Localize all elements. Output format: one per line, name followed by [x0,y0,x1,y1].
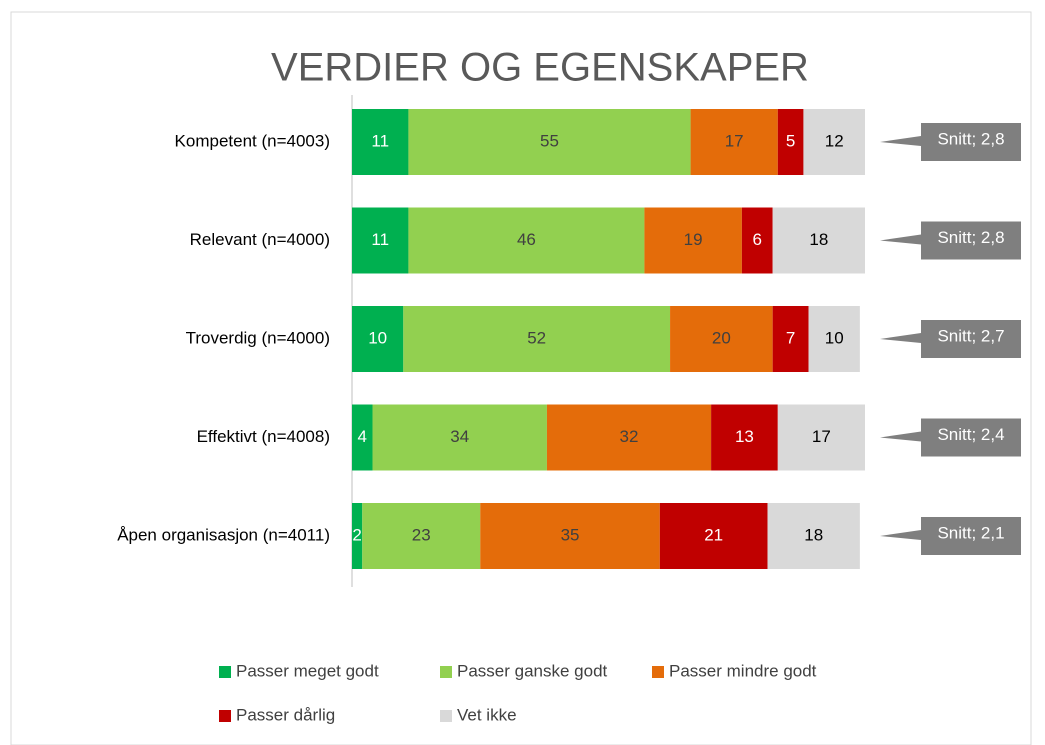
bar-segment [808,306,860,372]
bar-segment [777,404,865,471]
data-label: 55 [540,131,559,150]
bar-segment [690,109,778,175]
data-label: 34 [450,427,469,446]
bar-segment [767,503,860,569]
data-label: 18 [809,230,828,249]
data-label: 7 [786,328,795,347]
callout-box [880,418,1021,457]
bar-segment [741,207,773,274]
data-label: 19 [684,230,703,249]
bar-segment [408,207,645,274]
bar-segment [777,109,804,175]
bar-segment [772,306,809,372]
legend-label: Passer dårlig [236,705,335,724]
data-label: 21 [704,525,723,544]
callout-text: Snitt; 2,8 [937,129,1004,148]
bar-segment [362,503,481,569]
data-label: 6 [753,230,762,249]
category-label: Kompetent (n=4003) [175,131,330,150]
callout-box [880,320,1021,358]
bar-segment [352,207,409,274]
legend-swatch [440,666,452,678]
callout-box [880,517,1021,555]
legend-label: Passer meget godt [236,661,379,680]
bar-segment [546,404,712,471]
data-label: 17 [812,427,831,446]
legend-swatch [219,710,231,722]
bar-segment [352,404,373,471]
data-label: 12 [825,131,844,150]
data-label: 2 [352,525,361,544]
category-label: Troverdig (n=4000) [186,328,330,347]
data-label: 13 [735,427,754,446]
data-label: 23 [412,525,431,544]
category-label: Relevant (n=4000) [190,230,330,249]
legend-swatch [652,666,664,678]
bar-segment [670,306,773,372]
callout-text: Snitt; 2,8 [937,228,1004,247]
legend-label: Vet ikke [457,705,517,724]
data-label: 10 [825,328,844,347]
bar-segment [480,503,660,569]
chart-frame [10,11,1032,745]
bar-segment [403,306,671,372]
bar-segment [352,503,363,569]
callout-text: Snitt; 2,4 [937,425,1004,444]
data-label: 46 [517,230,536,249]
callout-box [880,123,1021,161]
bar-segment [408,109,691,175]
legend-swatch [440,710,452,722]
bar-segment [352,109,409,175]
legend-label: Passer ganske godt [457,661,608,680]
data-label: 11 [371,131,389,150]
data-label: 52 [527,328,546,347]
data-label: 32 [620,427,639,446]
data-label: 18 [804,525,823,544]
data-label: 5 [786,131,795,150]
data-label: 10 [368,328,387,347]
bar-segment [803,109,865,175]
bar-segment [644,207,742,274]
data-label: 35 [561,525,580,544]
callout-box [880,221,1021,260]
data-label: 4 [358,427,367,446]
bar-segment [372,404,547,471]
legend-swatch [219,666,231,678]
callout-text: Snitt; 2,7 [937,326,1004,345]
bar-segment [659,503,768,569]
callout-text: Snitt; 2,1 [937,523,1004,542]
bar-segment [352,306,404,372]
data-label: 11 [371,230,389,249]
bar-segment [711,404,778,471]
data-label: 17 [725,131,744,150]
bar-segment [772,207,865,274]
chart-title: VERDIER OG EGENSKAPER [271,46,809,90]
category-label: Åpen organisasjon (n=4011) [117,525,330,544]
data-label: 20 [712,328,731,347]
legend-label: Passer mindre godt [669,661,817,680]
category-label: Effektivt (n=4008) [197,427,330,446]
